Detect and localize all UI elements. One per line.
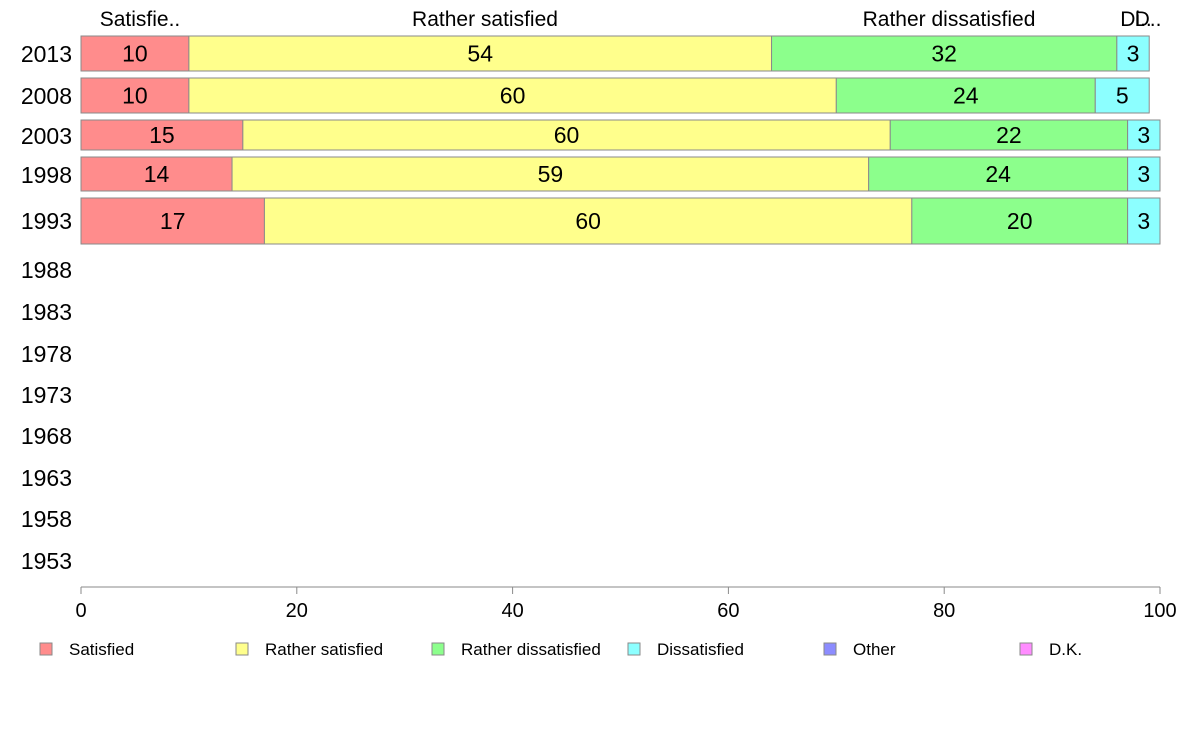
x-tick-label: 20 [286, 600, 308, 622]
bar-value-label: 3 [1127, 41, 1140, 67]
y-axis-labels: 2013 2008 2003 1998 1993 1988 1983 1978 1973 1968… [21, 41, 72, 574]
y-tick-label: 1963 [21, 465, 72, 491]
legend-swatch [823, 642, 837, 656]
y-tick-label: 2013 [21, 41, 72, 67]
bar-segment [1127, 197, 1161, 245]
bar-segment [188, 77, 837, 114]
legend-label: Other [853, 640, 896, 659]
column-header-label: Satisfie.. [100, 8, 181, 31]
bar-segment [835, 77, 1096, 114]
x-tick-label: 40 [501, 600, 523, 622]
legend-swatch [431, 642, 445, 656]
bar-value-label: 60 [554, 122, 580, 148]
bar-value-label: 14 [144, 161, 170, 187]
column-header-label: Rather satisfied [412, 8, 558, 31]
bar-segment [188, 35, 773, 72]
legend-swatch [235, 642, 249, 656]
bar-value-label: 17 [160, 208, 186, 234]
bar-segment [868, 156, 1129, 192]
bar-segment [1127, 156, 1161, 192]
legend: Satisfied Rather satisfied Rather dissatis… [39, 640, 1082, 659]
bar-value-label: 15 [149, 122, 175, 148]
legend-swatch [1019, 642, 1033, 656]
bar-value-label: 60 [575, 208, 601, 234]
bar-value-label: 3 [1137, 208, 1150, 234]
y-tick-label: 1998 [21, 162, 72, 188]
bar-segment [889, 119, 1129, 151]
x-tick-label: 80 [933, 600, 955, 622]
y-tick-label: 1968 [21, 423, 72, 449]
legend-label: Rather satisfied [265, 640, 383, 659]
y-tick-label: 2003 [21, 123, 72, 149]
x-tick-label: 100 [1143, 600, 1176, 622]
bar-value-label: 3 [1137, 122, 1150, 148]
legend-label: D.K. [1049, 640, 1082, 659]
y-tick-label: 1988 [21, 257, 72, 283]
y-tick-label: 1958 [21, 506, 72, 532]
x-axis: 0 20 40 60 80 100 [75, 586, 1177, 622]
bar-value-label: 24 [985, 161, 1011, 187]
bar-value-label: 54 [467, 41, 493, 67]
column-header-label: Rather dissatisfied [863, 8, 1036, 31]
bar-segment [242, 119, 891, 151]
legend-label: Satisfied [69, 640, 134, 659]
bar-segment [231, 156, 870, 192]
bar-value-label: 22 [996, 122, 1022, 148]
bar-segment [80, 77, 190, 114]
legend-swatch [627, 642, 641, 656]
x-tick-label: 60 [717, 600, 739, 622]
y-tick-label: 2008 [21, 83, 72, 109]
bar-value-label: 3 [1137, 161, 1150, 187]
column-header-label: Di.. [1120, 8, 1152, 31]
y-tick-label: 1993 [21, 208, 72, 234]
bar-segments: 10 54 32 3 10 60 24 5 15 60 22 3 14 59 24 3 17 60 20 3 [80, 35, 1161, 245]
bar-segment [1094, 77, 1150, 114]
y-tick-label: 1978 [21, 341, 72, 367]
bar-value-label: 10 [122, 83, 148, 109]
bar-value-label: 5 [1116, 83, 1129, 109]
legend-label: Rather dissatisfied [461, 640, 601, 659]
column-header-labels: Satisfie.. Rather satisfied Rather dissati… [100, 8, 1162, 31]
bar-segment [1127, 119, 1161, 151]
bar-value-label: 24 [953, 83, 979, 109]
bar-segment [80, 119, 244, 151]
bar-value-label: 59 [538, 161, 564, 187]
bar-segment [1116, 35, 1150, 72]
x-tick-label: 0 [75, 600, 86, 622]
bar-segment [911, 197, 1129, 245]
bar-segment [80, 156, 233, 192]
bar-segment [263, 197, 913, 245]
bar-value-label: 10 [122, 41, 148, 67]
y-tick-label: 1973 [21, 382, 72, 408]
bar-value-label: 60 [500, 83, 526, 109]
legend-swatch [39, 642, 53, 656]
y-tick-label: 1953 [21, 548, 72, 574]
bar-value-label: 32 [931, 41, 957, 67]
bar-value-label: 20 [1007, 208, 1033, 234]
y-tick-label: 1983 [21, 299, 72, 325]
column-header-label: D.. [1135, 8, 1162, 31]
legend-label: Dissatisfied [657, 640, 744, 659]
